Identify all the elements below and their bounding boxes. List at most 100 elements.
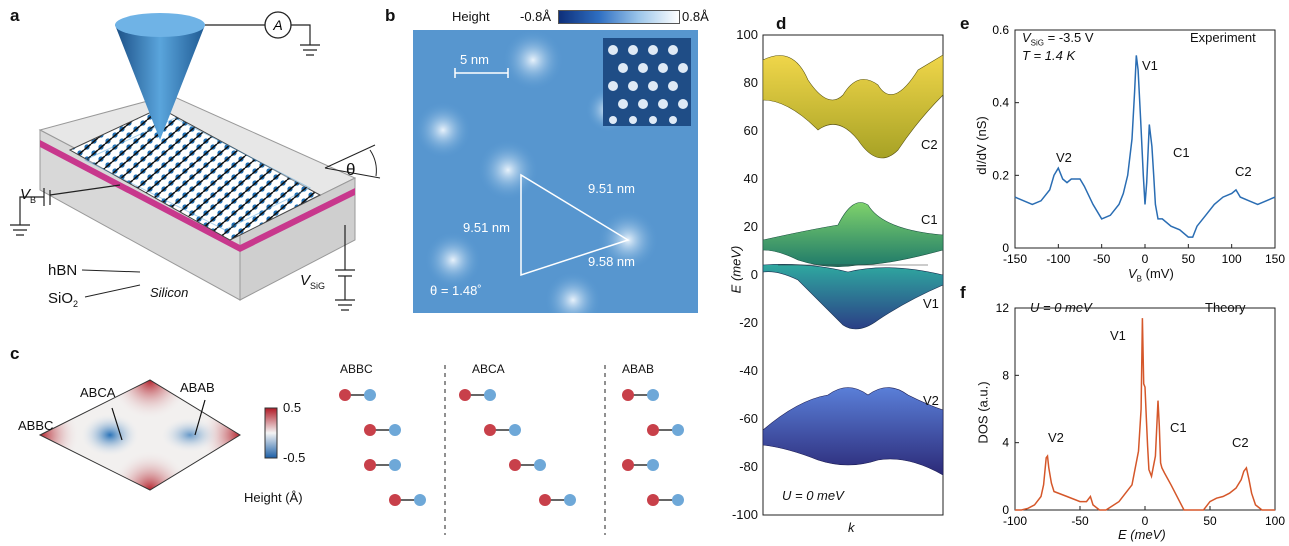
height-colorbar-title: Height bbox=[452, 9, 490, 24]
band-v1 bbox=[762, 264, 944, 330]
e-temp-note: T = 1.4 K bbox=[1022, 48, 1076, 63]
side-length-1: 9.51 nm bbox=[588, 181, 635, 196]
colorbar-max: 0.8Å bbox=[682, 9, 709, 24]
cb-min-label: -0.5 bbox=[283, 450, 306, 465]
stack-title-abab: ABAB bbox=[622, 362, 655, 376]
d-xlabel: k bbox=[848, 520, 855, 535]
series-line bbox=[1014, 55, 1276, 238]
e-peak-c2: C2 bbox=[1235, 164, 1252, 179]
cb-title-label: Height (Å) bbox=[244, 490, 303, 505]
panel-letter-a: a bbox=[10, 6, 20, 25]
x-tick-label: -50 bbox=[1071, 514, 1089, 528]
e-peak-v2: V2 bbox=[1056, 150, 1072, 165]
e-peak-v1: V1 bbox=[1142, 58, 1158, 73]
d-ytick: -80 bbox=[739, 459, 758, 474]
panel-letter-b: b bbox=[385, 6, 396, 25]
band-c2 bbox=[762, 54, 944, 159]
band-v2 bbox=[762, 387, 944, 476]
e-ylabel: dI/dV (nS) bbox=[973, 116, 989, 175]
colorbar-min: -0.8Å bbox=[520, 9, 552, 24]
panel-letter-d: d bbox=[776, 14, 787, 33]
panel-a: a A bbox=[0, 0, 390, 330]
panel-b: b Height -0.8Å 0.8Å 5 nm 9.51 nm 9.51 nm… bbox=[380, 0, 720, 320]
panel-f: f -100 -50 0 50 100 12 8 4 0 U = 0 meV Theory DO… bbox=[960, 280, 1289, 542]
stm-topography-image bbox=[413, 30, 698, 313]
stm-tip bbox=[115, 25, 205, 140]
panel-letter-e: e bbox=[960, 14, 970, 33]
panel-letter-c: c bbox=[10, 344, 20, 363]
plot-frame bbox=[1014, 307, 1276, 511]
hbn-label: hBN bbox=[48, 262, 78, 279]
side-length-3: 9.58 nm bbox=[588, 254, 635, 269]
sio2-label: SiO2 bbox=[48, 290, 79, 309]
d-ytick: 80 bbox=[743, 75, 758, 90]
y-tick-label: 0.6 bbox=[992, 23, 1009, 37]
band-label-c2: C2 bbox=[921, 137, 938, 152]
x-tick-label: -100 bbox=[1003, 514, 1027, 528]
f-peak-v1: V1 bbox=[1110, 328, 1126, 343]
series-line bbox=[1015, 318, 1275, 511]
scale-bar-label: 5 nm bbox=[460, 52, 489, 67]
x-tick-label: 50 bbox=[1203, 514, 1217, 528]
vb-label: VB bbox=[20, 186, 37, 205]
twist-angle-label: θ = 1.48˚ bbox=[430, 283, 482, 298]
x-tick-label: 0 bbox=[1142, 252, 1149, 266]
panel-letter-f: f bbox=[960, 283, 966, 302]
band-label-c1: C1 bbox=[921, 212, 938, 227]
f-peak-v2: V2 bbox=[1048, 430, 1064, 445]
f-ylabel: DOS (a.u.) bbox=[975, 381, 991, 444]
f-title: Theory bbox=[1205, 300, 1246, 315]
stack-title-abca: ABCA bbox=[472, 362, 505, 376]
x-tick-label: 100 bbox=[1222, 252, 1242, 266]
panel-c: c bbox=[0, 340, 720, 541]
d-ytick: 40 bbox=[743, 171, 758, 186]
f-peak-c1: C1 bbox=[1170, 420, 1187, 435]
d-ytick: -40 bbox=[739, 363, 758, 378]
cb-max-label: 0.5 bbox=[283, 400, 302, 415]
y-tick-label: 8 bbox=[1002, 368, 1009, 382]
band-c1 bbox=[762, 202, 944, 267]
device-schematic: A bbox=[10, 11, 381, 311]
panel-d: d 100 80 60 40 20 0 -20 -40 -60 -80 -100 E (meV) k… bbox=[718, 0, 968, 541]
panel-e: e -150 -100 -50 0 50 100 150 0.6 0.4 0.2 0 VSiG = … bbox=[960, 0, 1289, 284]
height-colorbar bbox=[558, 10, 680, 24]
y-tick-label: 0.4 bbox=[992, 96, 1009, 110]
y-tick-label: 0 bbox=[1002, 503, 1009, 517]
d-ytick: 20 bbox=[743, 219, 758, 234]
d-ylabel: E (meV) bbox=[728, 245, 744, 294]
abbc-map-label: ABBC bbox=[18, 418, 54, 433]
stacking-map bbox=[38, 365, 684, 535]
y-tick-label: 12 bbox=[996, 301, 1010, 315]
d-ytick: -60 bbox=[739, 411, 758, 426]
side-length-2: 9.51 nm bbox=[463, 220, 510, 235]
abca-map-label: ABCA bbox=[80, 385, 116, 400]
abab-map-label: ABAB bbox=[180, 380, 215, 395]
e-title: Experiment bbox=[1190, 30, 1256, 45]
y-tick-label: 0 bbox=[1002, 241, 1009, 255]
band-structure-plot bbox=[762, 34, 944, 516]
f-peak-c2: C2 bbox=[1232, 435, 1249, 450]
x-tick-label: 100 bbox=[1265, 514, 1285, 528]
d-u-note: U = 0 meV bbox=[782, 488, 844, 503]
x-tick-label: 150 bbox=[1265, 252, 1285, 266]
x-tick-label: 50 bbox=[1182, 252, 1196, 266]
e-peak-c1: C1 bbox=[1173, 145, 1190, 160]
e-vsig-note: VSiG = -3.5 V bbox=[1022, 30, 1094, 48]
x-tick-label: -50 bbox=[1093, 252, 1111, 266]
stack-title-abbc: ABBC bbox=[340, 362, 373, 376]
y-tick-label: 0.2 bbox=[992, 168, 1009, 182]
ammeter-label: A bbox=[272, 17, 282, 33]
d-ytick: 60 bbox=[743, 123, 758, 138]
vsig-label: VSiG bbox=[300, 272, 326, 291]
e-xlabel: VB (mV) bbox=[1128, 266, 1174, 284]
x-tick-label: 0 bbox=[1142, 514, 1149, 528]
x-tick-label: -100 bbox=[1046, 252, 1070, 266]
d-ytick: -100 bbox=[731, 507, 758, 522]
band-label-v2: V2 bbox=[923, 393, 939, 408]
height-colorbar-c bbox=[264, 407, 278, 459]
x-tick-label: -150 bbox=[1003, 252, 1027, 266]
experiment-plot: -150 -100 -50 0 50 100 150 0.6 0.4 0.2 0 bbox=[992, 23, 1285, 266]
f-u-note: U = 0 meV bbox=[1030, 300, 1092, 315]
theta-label: θ bbox=[346, 160, 356, 179]
d-ytick: 0 bbox=[750, 267, 758, 282]
